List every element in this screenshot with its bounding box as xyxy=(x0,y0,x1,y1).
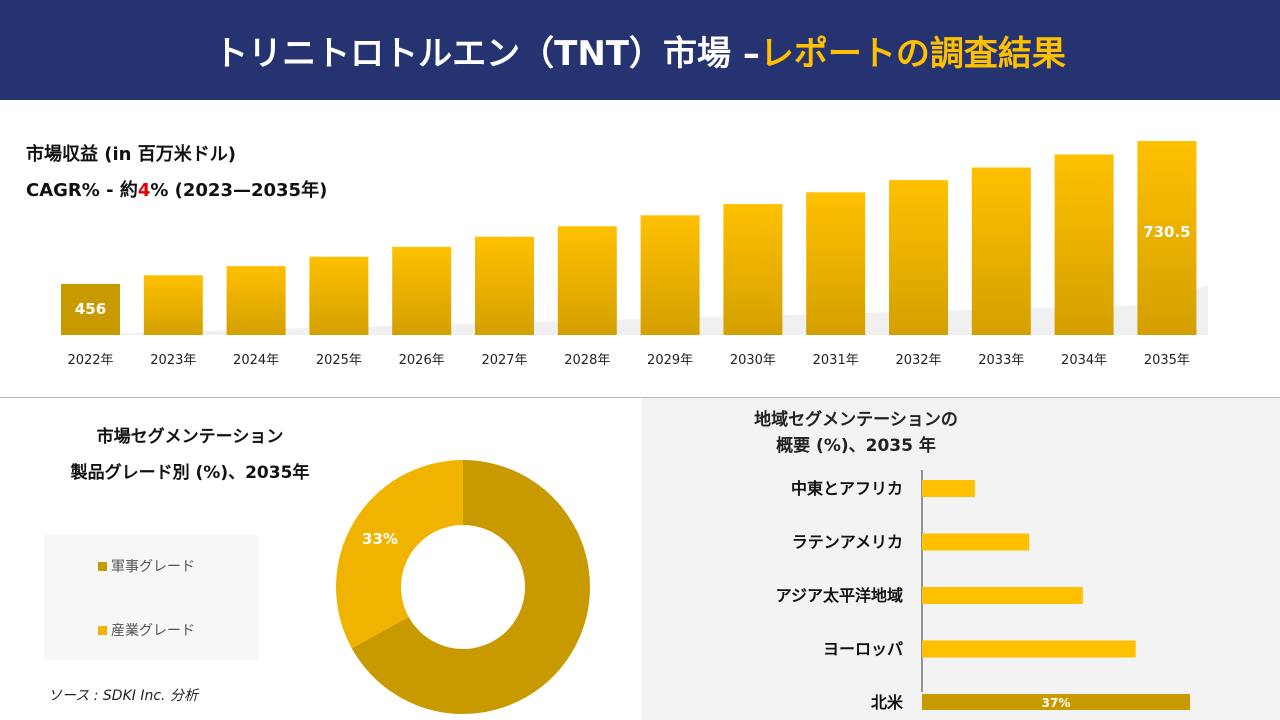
segment-title-1: 市場セグメンテーション xyxy=(96,427,284,447)
region-label: 北米 xyxy=(871,693,904,710)
page-header: トリニトロトルエン（TNT）市場 – レポートの調査結果 xyxy=(0,0,1280,100)
revenue-bar xyxy=(971,167,1031,335)
x-tick-label: 2029年 xyxy=(647,353,693,368)
revenue-bar xyxy=(723,204,783,335)
x-tick-label: 2023年 xyxy=(150,353,196,368)
revenue-bar xyxy=(1137,141,1197,335)
region-title-2: 概要 (%)、2035 年 xyxy=(776,436,936,456)
title-highlight: レポートの調査結果 xyxy=(759,33,1066,74)
legend-label: 軍事グレード xyxy=(111,559,195,575)
region-bar xyxy=(922,533,1030,551)
bar-data-label: 730.5 xyxy=(1143,223,1190,241)
region-label: ヨーロッパ xyxy=(823,640,903,659)
legend-industrial: 産業グレード xyxy=(98,620,195,640)
revenue-bar xyxy=(392,246,452,335)
cagr-label: CAGR% - 約4% (2023—2035年) xyxy=(26,176,327,202)
revenue-bar xyxy=(1054,154,1114,335)
divider xyxy=(0,397,1280,398)
revenue-bar-chart: 2022年 456 2023年 2024年 2025年 2026年 2027年 2028年 20… xyxy=(60,141,1208,368)
revenue-bar xyxy=(475,236,534,335)
x-tick-label: 2031年 xyxy=(813,353,859,368)
legend-label: 産業グレード xyxy=(111,623,195,639)
grade-donut-chart: 33% xyxy=(336,460,590,714)
cagr-value: 4 xyxy=(137,180,151,201)
region-bar xyxy=(922,640,1136,658)
x-tick-label: 2027年 xyxy=(481,353,527,368)
donut-slice xyxy=(351,460,590,714)
slice-data-label: 33% xyxy=(362,530,398,548)
region-bar xyxy=(922,694,1190,710)
revenue-bar xyxy=(143,275,203,335)
donut-legend xyxy=(44,535,259,660)
region-label: アジア太平洋地域 xyxy=(776,586,903,605)
revenue-label: 市場収益 (in 百万米ドル) xyxy=(26,144,236,165)
x-tick-label: 2022年 xyxy=(67,353,113,368)
bar-data-label: 456 xyxy=(75,300,106,318)
revenue-bar xyxy=(889,180,948,335)
region-label: ラテンアメリカ xyxy=(792,533,903,552)
revenue-bar xyxy=(226,266,286,335)
x-tick-label: 2034年 xyxy=(1061,353,1107,368)
legend-swatch xyxy=(98,625,107,635)
title: トリニトロトルエン（TNT）市場 – xyxy=(214,33,760,74)
region-bar xyxy=(922,480,975,497)
x-tick-label: 2025年 xyxy=(316,353,362,368)
revenue-bar xyxy=(640,215,700,335)
x-tick-label: 2035年 xyxy=(1144,353,1190,368)
revenue-bar xyxy=(806,192,866,335)
x-tick-label: 2032年 xyxy=(895,353,941,368)
x-tick-label: 2033年 xyxy=(978,353,1024,368)
region-panel xyxy=(641,398,1280,720)
segment-title-2: 製品グレード別 (%)、2035年 xyxy=(70,463,310,483)
revenue-bar xyxy=(61,284,120,335)
revenue-bar xyxy=(557,226,617,335)
region-label: 中東とアフリカ xyxy=(791,479,903,498)
source-note: ソース : SDKI Inc. 分析 xyxy=(48,688,198,704)
region-bar xyxy=(922,587,1083,604)
x-tick-label: 2030年 xyxy=(730,353,776,368)
bar-data-label: 37% xyxy=(1042,696,1071,710)
revenue-bar xyxy=(309,256,369,335)
x-tick-label: 2024年 xyxy=(233,353,279,368)
legend-swatch xyxy=(98,561,107,571)
cagr-prefix: CAGR% - 約 xyxy=(26,180,138,201)
x-tick-label: 2026年 xyxy=(399,353,445,368)
donut-slice xyxy=(336,460,463,649)
region-title-1: 地域セグメンテーションの xyxy=(754,410,958,430)
x-tick-label: 2028年 xyxy=(564,353,610,368)
legend-military: 軍事グレード xyxy=(98,556,195,576)
cagr-suffix: % (2023—2035年) xyxy=(150,180,328,201)
